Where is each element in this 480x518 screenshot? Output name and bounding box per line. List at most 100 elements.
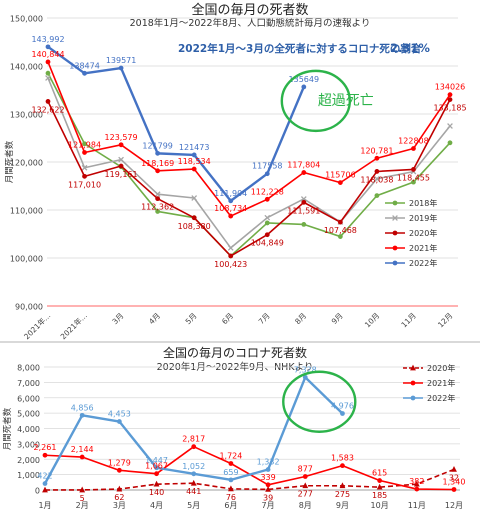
data-label: 32 bbox=[449, 473, 459, 482]
data-labels: 143,992 138474 139571 121799 121473 111,904 11… bbox=[31, 35, 466, 269]
data-point bbox=[118, 65, 124, 71]
x-tick-label: 12月 bbox=[445, 501, 463, 510]
data-point bbox=[337, 180, 343, 186]
data-point bbox=[265, 482, 271, 488]
data-point bbox=[264, 220, 270, 226]
data-point bbox=[451, 465, 457, 472]
data-label: 4,856 bbox=[71, 403, 94, 412]
series-line bbox=[47, 45, 305, 203]
data-point bbox=[301, 199, 307, 205]
marker-stroke bbox=[191, 195, 198, 201]
data-point bbox=[79, 412, 85, 418]
data-point bbox=[191, 152, 197, 158]
data-point bbox=[264, 232, 270, 238]
data-point bbox=[45, 59, 51, 65]
series-2020年 bbox=[45, 97, 453, 259]
data-label: 143,992 bbox=[31, 35, 64, 44]
y-tick-label: 90,000 bbox=[15, 303, 43, 312]
data-point bbox=[116, 485, 123, 492]
data-point bbox=[301, 84, 307, 90]
data-label: 134026 bbox=[435, 83, 466, 92]
data-point bbox=[155, 168, 161, 174]
data-label: 119,161 bbox=[105, 170, 138, 179]
data-point bbox=[447, 97, 453, 102]
data-label: 4,976 bbox=[331, 401, 354, 410]
data-label: 104,849 bbox=[251, 239, 284, 248]
data-label: 115706 bbox=[325, 171, 356, 180]
data-label: 1,052 bbox=[182, 462, 205, 471]
excess-deaths-label: 超過死亡 bbox=[318, 93, 374, 109]
series-line bbox=[47, 99, 451, 257]
y-tick-label: 6,000 bbox=[17, 394, 40, 403]
data-label: 76 bbox=[226, 493, 236, 502]
data-point bbox=[118, 142, 124, 148]
data-point bbox=[376, 483, 383, 490]
chart-divider bbox=[0, 341, 480, 343]
data-point bbox=[82, 173, 87, 179]
data-point bbox=[264, 214, 271, 221]
data-point bbox=[300, 196, 307, 202]
data-point bbox=[45, 75, 51, 81]
data-label: 1,332 bbox=[257, 458, 280, 467]
data-label: 112,228 bbox=[251, 187, 284, 196]
data-label: 1,067 bbox=[145, 462, 168, 471]
data-label: 422 bbox=[37, 472, 52, 481]
y-tick-label: 8,000 bbox=[17, 364, 40, 373]
legend-marker bbox=[410, 395, 416, 401]
data-label: 100,423 bbox=[214, 260, 247, 269]
legend-label: 2020年 bbox=[409, 228, 437, 238]
legend-marker bbox=[392, 260, 398, 266]
data-label: 139571 bbox=[106, 56, 137, 65]
data-label: 2,144 bbox=[71, 445, 94, 454]
series-2018年 bbox=[45, 70, 453, 259]
data-point bbox=[155, 196, 161, 202]
data-point bbox=[374, 155, 380, 161]
data-label: 118,455 bbox=[397, 173, 430, 182]
data-label: 339 bbox=[260, 473, 275, 482]
data-point bbox=[340, 463, 345, 469]
data-label: 107,468 bbox=[324, 226, 357, 235]
chart-title: 全国の毎月の死者数 bbox=[191, 2, 308, 18]
series-2020年 bbox=[42, 465, 457, 493]
data-point bbox=[411, 167, 416, 172]
data-point bbox=[228, 253, 234, 259]
data-point bbox=[45, 70, 51, 76]
x-tick-label: 2021年... bbox=[21, 310, 52, 340]
data-label: 132,622 bbox=[31, 105, 64, 114]
legend-marker bbox=[392, 245, 398, 251]
data-point bbox=[155, 150, 161, 156]
data-point bbox=[301, 222, 307, 227]
y-axis-label: 月間死者数 bbox=[2, 407, 13, 450]
data-label: 112,362 bbox=[141, 203, 174, 212]
series-line bbox=[47, 61, 451, 217]
data-point bbox=[82, 141, 87, 147]
x-tick-label: 4月 bbox=[150, 501, 163, 510]
marker-stroke bbox=[447, 123, 453, 129]
x-tick-label: 11月 bbox=[408, 501, 426, 510]
data-point bbox=[413, 480, 420, 487]
x-tick-label: 1月 bbox=[38, 501, 51, 510]
data-label: 2,261 bbox=[34, 443, 57, 452]
x-tick-label: 7月 bbox=[257, 311, 272, 326]
data-label: 123,579 bbox=[105, 133, 138, 142]
data-point bbox=[190, 479, 197, 486]
highlight-circle bbox=[280, 69, 352, 133]
data-point bbox=[118, 163, 124, 169]
data-point bbox=[154, 191, 161, 198]
data-point bbox=[337, 219, 343, 225]
data-point bbox=[153, 480, 160, 487]
chart-title: 全国の毎月のコロナ死者数 bbox=[163, 345, 307, 360]
series-group bbox=[45, 44, 453, 259]
data-point bbox=[301, 170, 307, 175]
data-point bbox=[228, 461, 234, 466]
data-label: 108,734 bbox=[214, 204, 247, 213]
y-tick-label: 130,000 bbox=[10, 111, 43, 120]
series-2021年 bbox=[45, 59, 453, 219]
data-label: 121473 bbox=[179, 143, 210, 152]
data-point bbox=[191, 195, 198, 201]
marker-stroke bbox=[227, 245, 234, 251]
x-tick-label: 10月 bbox=[363, 311, 381, 329]
series-2022年 bbox=[45, 44, 307, 204]
series-line bbox=[47, 72, 451, 257]
